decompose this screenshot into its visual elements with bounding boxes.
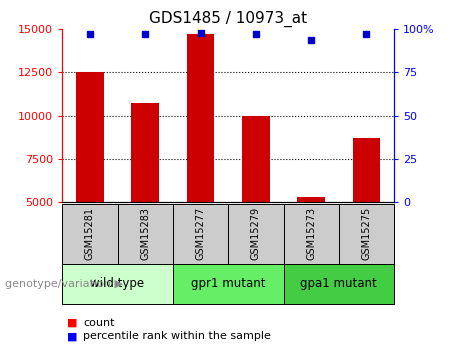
Text: percentile rank within the sample: percentile rank within the sample [83, 332, 271, 341]
Bar [242, 116, 270, 202]
Text: count: count [83, 318, 114, 327]
Bar [297, 197, 325, 202]
Text: GSM15279: GSM15279 [251, 207, 261, 260]
Title: GDS1485 / 10973_at: GDS1485 / 10973_at [149, 10, 307, 27]
Text: ■: ■ [67, 332, 77, 341]
Text: gpr1 mutant: gpr1 mutant [191, 277, 266, 290]
Text: GSM15283: GSM15283 [140, 207, 150, 260]
Bar [76, 72, 104, 202]
Text: genotype/variation ▶: genotype/variation ▶ [5, 279, 123, 289]
Bar [187, 34, 214, 202]
Bar [131, 104, 159, 202]
Text: gpa1 mutant: gpa1 mutant [301, 277, 377, 290]
Text: GSM15275: GSM15275 [361, 207, 372, 260]
Text: GSM15273: GSM15273 [306, 207, 316, 260]
Text: GSM15277: GSM15277 [195, 207, 206, 260]
Text: wild type: wild type [90, 277, 145, 290]
Bar [353, 138, 380, 202]
Text: ■: ■ [67, 318, 77, 327]
Text: GSM15281: GSM15281 [85, 207, 95, 260]
